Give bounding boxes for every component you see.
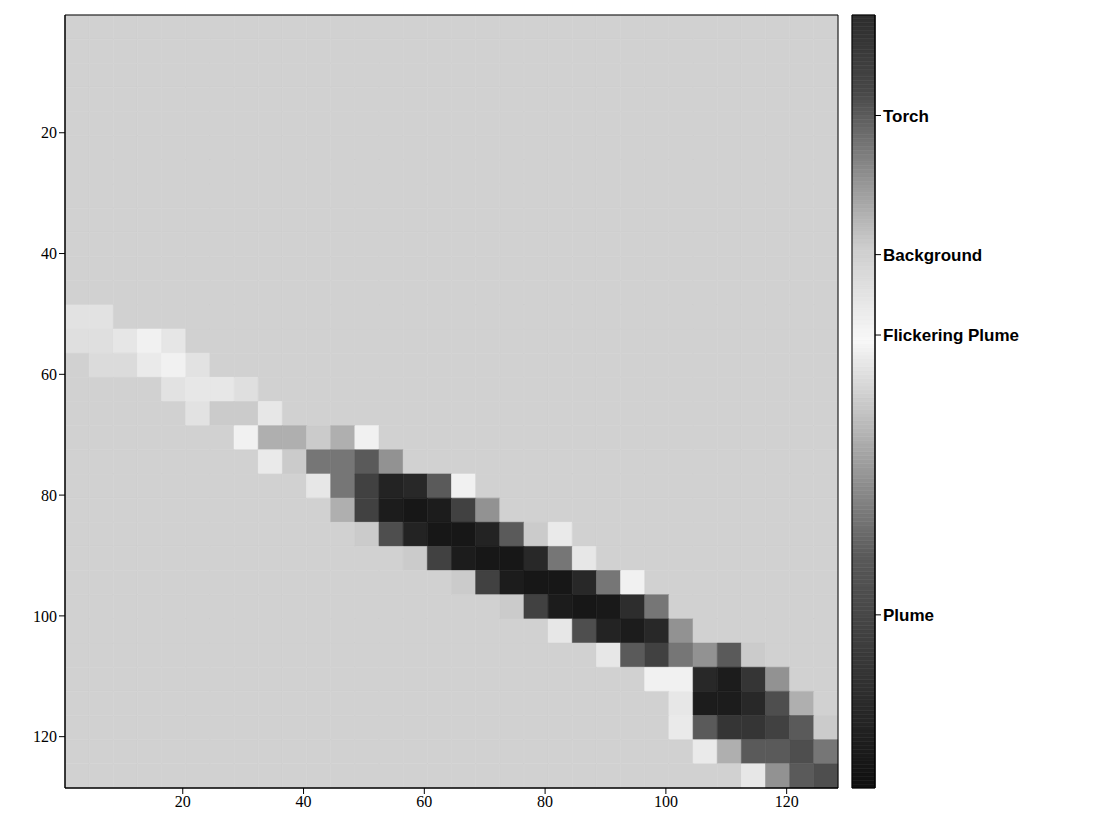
svg-text:100: 100 <box>654 793 678 810</box>
svg-text:20: 20 <box>41 124 57 141</box>
svg-text:60: 60 <box>41 366 57 383</box>
svg-text:100: 100 <box>33 608 57 625</box>
svg-text:Plume: Plume <box>883 606 934 625</box>
svg-text:40: 40 <box>296 793 312 810</box>
svg-text:Flickering Plume: Flickering Plume <box>883 326 1019 345</box>
svg-text:120: 120 <box>775 793 799 810</box>
svg-text:60: 60 <box>416 793 432 810</box>
svg-text:Torch: Torch <box>883 107 929 126</box>
svg-text:20: 20 <box>175 793 191 810</box>
svg-text:120: 120 <box>33 728 57 745</box>
svg-text:80: 80 <box>537 793 553 810</box>
svg-text:40: 40 <box>41 245 57 262</box>
svg-text:80: 80 <box>41 487 57 504</box>
svg-text:Background: Background <box>883 246 982 265</box>
